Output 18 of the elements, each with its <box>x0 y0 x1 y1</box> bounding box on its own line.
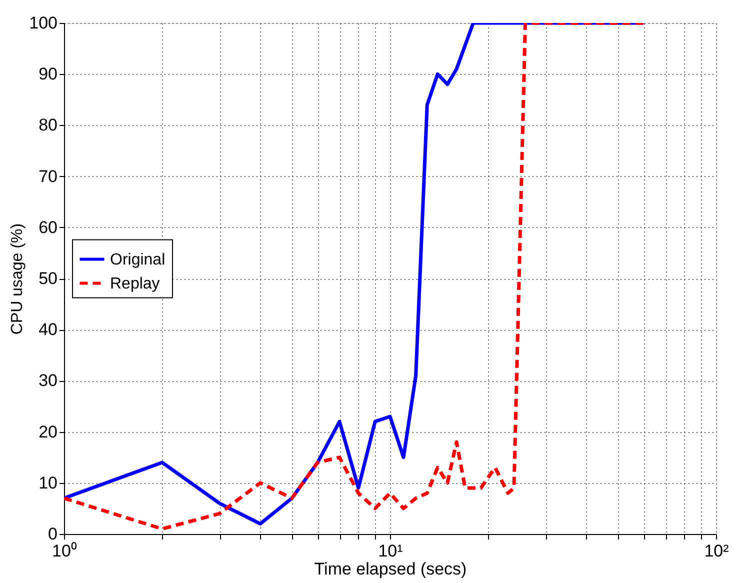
y-tick-label: 80 <box>38 116 58 135</box>
y-axis-title: CPU usage (%) <box>9 223 26 335</box>
y-tick-label: 10 <box>38 473 58 492</box>
x-tick-label: 10¹ <box>378 542 404 560</box>
y-tick-label: 0 <box>48 524 58 544</box>
y-tick-label: 40 <box>38 320 58 340</box>
y-tick-label: 20 <box>38 422 58 442</box>
x-tick-label: 10² <box>704 542 730 560</box>
x-axis-title: Time elapsed (secs) <box>314 560 467 578</box>
legend-label: Original <box>110 251 166 268</box>
legend-label: Replay <box>110 275 160 292</box>
y-tick-label: 100 <box>29 14 58 32</box>
x-tick-label: 10⁰ <box>52 542 77 560</box>
y-tick-label: 30 <box>38 371 58 390</box>
y-tick-label: 70 <box>38 166 58 186</box>
y-tick-label: 60 <box>38 218 58 237</box>
y-tick-label: 50 <box>38 269 58 288</box>
y-tick-label: 90 <box>38 64 58 84</box>
